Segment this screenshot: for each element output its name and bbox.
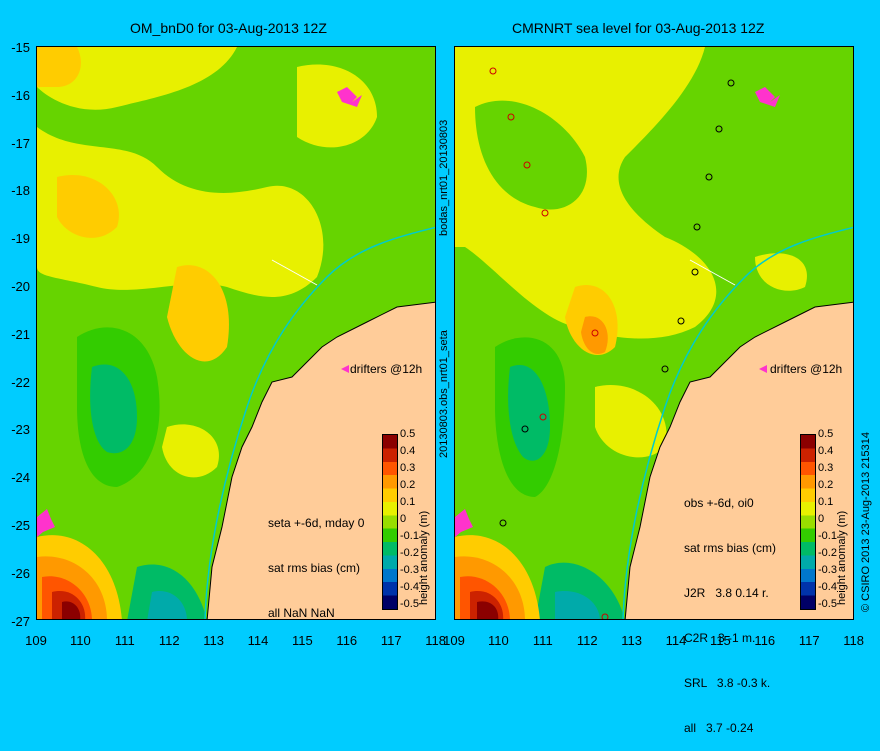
right-longitude-tick-label: 114: [665, 633, 687, 648]
left-colorbar-tick: 0.5: [400, 428, 416, 440]
latitude-tick-label: -27: [11, 613, 30, 629]
right-longitude-tick-label: 118: [843, 633, 864, 648]
right-stats-line-1: obs +-6d, oi0: [684, 496, 754, 510]
right-longitude-tick-label: 115: [710, 633, 731, 648]
left-stats-text: seta +-6d, mday 0 sat rms bias (cm) all …: [268, 486, 364, 636]
right-colorbar-tick: 0.2: [818, 479, 834, 491]
left-longitude-tick-label: 114: [247, 633, 269, 648]
latitude-tick-label: -19: [11, 231, 30, 247]
left-stats-line-3: all NaN NaN: [268, 606, 335, 620]
latitude-tick-label: -16: [11, 87, 30, 103]
left-map-panel: [36, 46, 436, 620]
right-longitude-tick-label: 116: [754, 633, 776, 648]
left-stats-line-1: seta +-6d, mday 0: [268, 516, 365, 530]
right-colorbar-tick: 0: [818, 513, 825, 525]
latitude-tick-label: -20: [11, 279, 30, 294]
left-longitude-tick-label: 109: [25, 633, 47, 648]
left-longitude-tick-label: 116: [336, 633, 358, 648]
left-colorbar-tick: 0.3: [400, 462, 416, 474]
right-longitude-tick-label: 113: [621, 633, 642, 648]
left-colorbar: [382, 434, 398, 610]
copyright-label: © CSIRO 2013 23-Aug-2013 215314: [860, 432, 872, 612]
latitude-tick-label: -18: [11, 183, 30, 199]
middle-top-side-label: bodas_nrt01_20130803: [438, 119, 450, 236]
right-colorbar-tick: 0.5: [818, 428, 834, 440]
left-map-title: OM_bnD0 for 03-Aug-2013 12Z: [130, 20, 327, 36]
right-longitude-tick-label: 112: [576, 633, 598, 648]
right-stats-line-6: all 3.7 -0.24: [684, 721, 754, 735]
right-colorbar-tick: -0.5: [818, 598, 837, 610]
left-longitude-tick-label: 113: [203, 633, 224, 648]
right-colorbar-tick: 0.3: [818, 462, 834, 474]
latitude-tick-label: -24: [11, 470, 30, 486]
left-longitude-tick-label: 111: [114, 633, 135, 648]
right-map-canvas: [455, 47, 853, 619]
right-colorbar-tick: 0.4: [818, 445, 834, 457]
left-map-canvas: [37, 47, 435, 619]
left-colorbar-tick: 0.1: [400, 496, 416, 508]
right-drifters-label: drifters @12h: [770, 362, 843, 376]
right-colorbar-tick: -0.1: [818, 530, 837, 542]
left-colorbar-tick: -0.1: [400, 530, 419, 542]
left-drifters-label: drifters @12h: [350, 362, 423, 376]
right-map-panel: [454, 46, 854, 620]
left-colorbar-tick: -0.2: [400, 547, 419, 559]
right-map-title: CMRNRT sea level for 03-Aug-2013 12Z: [512, 20, 765, 36]
left-longitude-tick-label: 112: [158, 633, 180, 648]
right-colorbar-tick: 0.1: [818, 496, 834, 508]
right-longitude-tick-label: 109: [443, 633, 465, 648]
middle-side-label: 20130803.obs_nrt01_seta: [438, 330, 450, 458]
right-stats-line-3: J2R 3.8 0.14 r.: [684, 586, 769, 600]
right-stats-line-2: sat rms bias (cm): [684, 541, 777, 555]
latitude-tick-label: -17: [11, 135, 30, 151]
right-colorbar-label: height anomaly (m): [836, 510, 848, 605]
left-colorbar-tick: 0: [400, 513, 407, 525]
latitude-tick-label: -21: [11, 326, 30, 342]
latitude-tick-label: -25: [11, 518, 30, 533]
latitude-tick-label: -15: [11, 40, 30, 55]
right-colorbar-tick: -0.4: [818, 581, 837, 593]
right-longitude-tick-label: 117: [798, 633, 820, 648]
left-longitude-tick-label: 118: [425, 633, 446, 648]
right-colorbar-tick: -0.3: [818, 564, 837, 576]
right-longitude-tick-label: 111: [532, 633, 553, 648]
left-colorbar-tick: 0.2: [400, 479, 416, 491]
right-longitude-tick-label: 110: [488, 633, 509, 648]
left-stats-line-2: sat rms bias (cm): [268, 561, 361, 575]
left-longitude-tick-label: 115: [292, 633, 313, 648]
right-stats-text: obs +-6d, oi0 sat rms bias (cm) J2R 3.8 …: [684, 466, 776, 751]
left-colorbar-tick: -0.5: [400, 598, 419, 610]
right-colorbar: [800, 434, 816, 610]
left-colorbar-tick: -0.4: [400, 581, 419, 593]
right-stats-line-5: SRL 3.8 -0.3 k.: [684, 676, 771, 690]
right-colorbar-tick: -0.2: [818, 547, 837, 559]
latitude-tick-label: -22: [11, 374, 30, 390]
left-longitude-tick-label: 110: [70, 633, 91, 648]
left-colorbar-tick: 0.4: [400, 445, 416, 457]
right-stats-line-4: C2R 3 -1 m.: [684, 631, 756, 645]
left-colorbar-tick: -0.3: [400, 564, 419, 576]
latitude-tick-label: -23: [11, 422, 30, 438]
latitude-tick-label: -26: [11, 565, 30, 581]
left-longitude-tick-label: 117: [380, 633, 402, 648]
left-colorbar-label: height anomaly (m): [418, 510, 430, 605]
